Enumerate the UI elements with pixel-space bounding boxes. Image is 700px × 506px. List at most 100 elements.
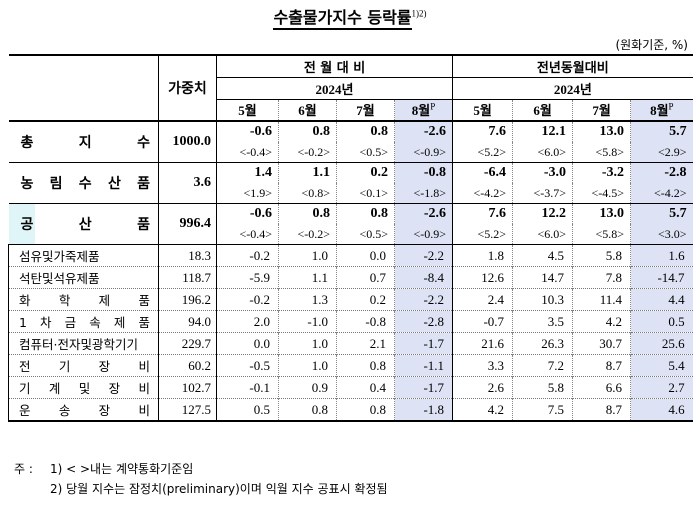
contract-value-cell: <-4.5> (572, 183, 631, 204)
sub-value-cell: 4.4 (630, 288, 693, 311)
major-row-contract: <-0.4> <-0.2> <0.5> <-0.9> <5.2> <6.0> <5.8> <2… (9, 142, 693, 163)
sub-value-cell: 0.8 (336, 354, 395, 377)
sub-value-cell: 30.7 (572, 332, 631, 355)
sub-value-cell: 1.3 (278, 288, 337, 311)
prelim-mark: P (668, 101, 674, 112)
sub-row-label: 1 차 금 속 제 품 (8, 310, 159, 333)
value-cell: 12.2 (512, 203, 573, 224)
sub-value-cell: 26.3 (512, 332, 573, 355)
contract-value-cell: <5.2> (452, 142, 513, 163)
month-label: 6월 (298, 103, 317, 119)
value-cell: 0.2 (336, 162, 395, 183)
contract-value-cell: <1.9> (216, 183, 279, 204)
contract-value-cell: <-4.2> (630, 183, 693, 204)
sub-rows: 섬유및가죽제품 18.3 -0.2 1.0 0.0 -2.2 1.8 4.5 5.8 1.6 석탄및… (8, 244, 693, 422)
contract-value-cell: <2.9> (630, 142, 693, 163)
sub-row-label: 컴퓨터·전자및광학기기 (8, 332, 159, 355)
sub-value-cell: 12.6 (452, 266, 513, 289)
sub-value-cell: -2.2 (393, 244, 453, 267)
sub-value-cell: -0.7 (452, 310, 513, 333)
row-label: 총 지 수 (8, 120, 159, 163)
header-mom-year: 2024년 (215, 76, 453, 99)
sub-value-cell: -1.7 (393, 376, 453, 399)
sub-value-cell: -0.2 (216, 288, 279, 311)
sub-value-cell: 7.8 (572, 266, 631, 289)
sub-row-weight: 229.7 (158, 332, 217, 355)
sub-row: 1 차 금 속 제 품 94.0 2.0 -1.0 -0.8 -2.8 -0.7 3.5 4.2… (8, 310, 693, 333)
sub-value-cell: 0.2 (336, 288, 395, 311)
title-footnote-mark: 1)2) (411, 8, 427, 19)
sub-row: 운 송 장 비 127.5 0.5 0.8 0.8 -1.8 4.2 7.5 8.7 4.6 (8, 398, 693, 422)
sub-value-cell: -0.8 (336, 310, 395, 333)
month-header: 6월 (512, 98, 573, 121)
value-cell: 5.7 (630, 203, 693, 224)
month-header: 8월P (630, 98, 693, 121)
contract-value-cell: <0.1> (336, 183, 395, 204)
major-rows: 총 지 수 1000.0 -0.6 0.8 0.8 -2.6 7.6 12.1 13.0 5.7 <… (8, 120, 693, 245)
sub-value-cell: -1.7 (393, 332, 453, 355)
sub-value-cell: 1.1 (278, 266, 337, 289)
sub-value-cell: 1.0 (278, 244, 337, 267)
sub-row: 기 계 및 장 비 102.7 -0.1 0.9 0.4 -1.7 2.6 5.8 6.6 2.7 (8, 376, 693, 399)
contract-value-cell: <-0.2> (278, 224, 337, 245)
sub-value-cell: -1.8 (393, 398, 453, 422)
value-cell: -0.6 (216, 203, 279, 224)
sub-value-cell: -1.1 (393, 354, 453, 377)
month-label: 8월 (411, 103, 431, 119)
major-row-contract: <-0.4> <-0.2> <0.5> <-0.9> <5.2> <6.0> <5.8> <3… (9, 224, 693, 245)
sub-value-cell: 2.4 (452, 288, 513, 311)
sub-value-cell: 0.0 (216, 332, 279, 355)
contract-value-cell: <6.0> (512, 224, 573, 245)
month-header: 5월 (452, 98, 513, 121)
sub-value-cell: 5.4 (630, 354, 693, 377)
major-row-contract: <1.9> <0.8> <0.1> <-1.8> <-4.2> <-3.7> <-4.5> <… (9, 183, 693, 204)
sub-row-label: 석탄및석유제품 (8, 266, 159, 289)
value-cell: 12.1 (512, 120, 573, 142)
sub-value-cell: -0.1 (216, 376, 279, 399)
month-header: 7월 (572, 98, 631, 121)
month-label: 5월 (473, 103, 492, 119)
value-cell: 5.7 (630, 120, 693, 142)
value-cell: 7.6 (452, 203, 513, 224)
sub-row-label: 운 송 장 비 (8, 398, 159, 422)
contract-value-cell: <-1.8> (393, 183, 453, 204)
value-cell: 13.0 (572, 203, 631, 224)
contract-value-cell: <-0.9> (393, 224, 453, 245)
value-cell: 0.8 (278, 203, 337, 224)
value-cell: 7.6 (452, 120, 513, 142)
month-header: 7월 (336, 98, 395, 121)
value-cell: -0.8 (393, 162, 453, 183)
sub-value-cell: 3.3 (452, 354, 513, 377)
sub-value-cell: -5.9 (216, 266, 279, 289)
sub-value-cell: 1.8 (452, 244, 513, 267)
sub-value-cell: 7.2 (512, 354, 573, 377)
sub-value-cell: -1.0 (278, 310, 337, 333)
row-weight: 996.4 (158, 203, 217, 245)
sub-value-cell: 1.0 (278, 332, 337, 355)
contract-value-cell: <-4.2> (452, 183, 513, 204)
sub-value-cell: 4.5 (512, 244, 573, 267)
sub-row-weight: 94.0 (158, 310, 217, 333)
header-yoy-year: 2024년 (452, 76, 693, 99)
sub-row-weight: 196.2 (158, 288, 217, 311)
footnote-2: 2) 당월 지수는 잠정치(preliminary)이며 익월 지수 공표시 확… (14, 480, 388, 497)
sub-value-cell: 2.6 (452, 376, 513, 399)
value-cell: 0.8 (278, 120, 337, 142)
sub-value-cell: 10.3 (512, 288, 573, 311)
contract-value-cell: <6.0> (512, 142, 573, 163)
contract-value-cell: <-0.2> (278, 142, 337, 163)
contract-value-cell: <0.5> (336, 224, 395, 245)
sub-value-cell: 0.5 (216, 398, 279, 422)
month-label: 8월 (650, 103, 669, 119)
contract-value-cell: <5.8> (572, 142, 631, 163)
contract-value-cell: <-3.7> (512, 183, 573, 204)
contract-value-cell: <3.0> (630, 224, 693, 245)
month-header: 6월 (278, 98, 337, 121)
sub-value-cell: 1.0 (278, 354, 337, 377)
value-cell: 1.4 (216, 162, 279, 183)
sub-row-label: 기 계 및 장 비 (8, 376, 159, 399)
sub-value-cell: -8.4 (393, 266, 453, 289)
footnote-1: 주 : 1) < >내는 계약통화기준임 (14, 460, 193, 477)
header-weight: 가중치 (158, 54, 217, 121)
contract-value-cell: <0.8> (278, 183, 337, 204)
